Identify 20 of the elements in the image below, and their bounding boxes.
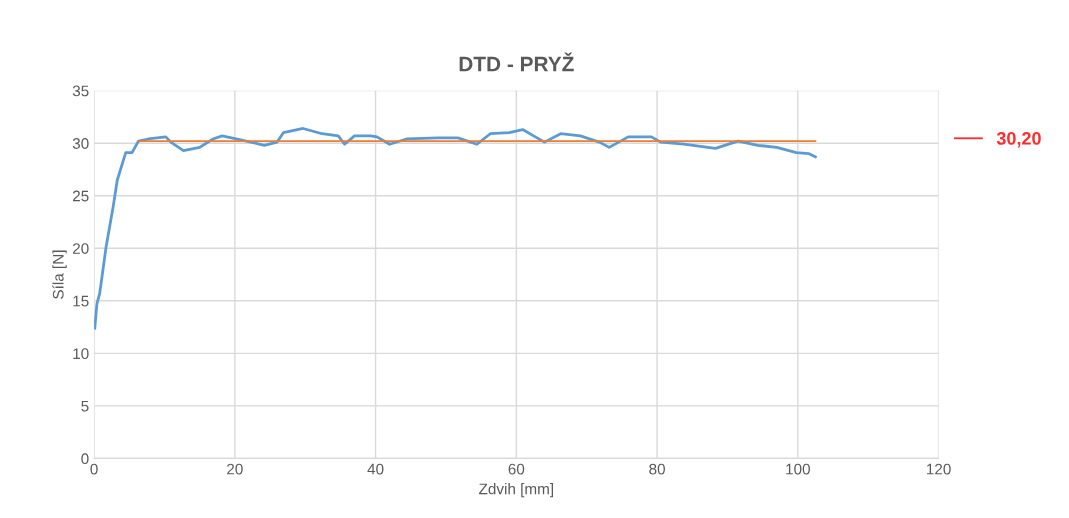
chart-title: DTD - PRYŽ	[459, 52, 574, 72]
x-tick-label: 60	[508, 463, 525, 475]
y-tick-label: 10	[73, 348, 89, 360]
text: 30,20	[996, 131, 1041, 148]
x-tick-label: 100	[786, 463, 810, 475]
x-tick-label: 0	[90, 463, 98, 475]
x-tick-label: 20	[227, 463, 243, 475]
x-tick-label: 120	[927, 463, 951, 475]
x-axis-title: Zdvih [mm]	[479, 483, 554, 498]
y-axis-title: Síla [N]	[52, 250, 67, 299]
y-tick-label: 25	[72, 190, 89, 202]
y-tick-label: 35	[72, 85, 89, 97]
y-tick-label: 0	[81, 453, 89, 465]
y-tick-label: 30	[72, 138, 89, 149]
x-tick-label: 40	[367, 463, 384, 475]
line-series	[94, 127, 817, 330]
y-tick-label: 5	[81, 400, 89, 412]
y-tick-label: 20	[72, 243, 89, 254]
x-tick-label: 80	[649, 463, 665, 475]
y-tick-label: 15	[73, 295, 89, 307]
